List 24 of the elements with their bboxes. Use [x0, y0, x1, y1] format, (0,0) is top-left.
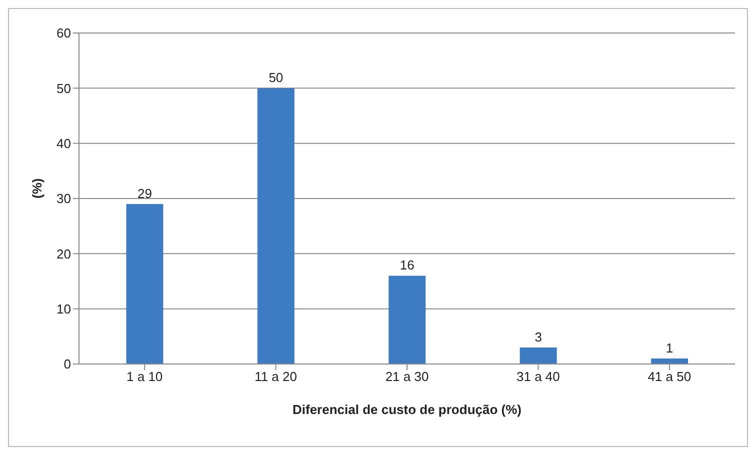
x-tick-label: 11 a 20: [254, 369, 298, 384]
data-label: 16: [400, 258, 414, 273]
data-label: 29: [138, 186, 152, 202]
x-axis-title: Diferencial de custo de produção (%): [292, 402, 522, 417]
x-tick-label: 41 a 50: [648, 369, 692, 384]
y-tick-label: 50: [56, 80, 71, 96]
bar: [126, 204, 164, 364]
bar: [520, 347, 557, 364]
data-label: 50: [268, 70, 284, 86]
x-tick-label: 21 a 30: [385, 369, 429, 384]
y-axis-title: (%): [30, 178, 45, 198]
y-tick-label: 0: [64, 356, 71, 372]
y-tick-label: 30: [56, 191, 71, 206]
data-label: 1: [666, 340, 674, 356]
y-tick-label: 10: [56, 301, 71, 316]
data-label: 3: [534, 329, 542, 344]
bar: [388, 276, 426, 364]
bar: [257, 88, 294, 364]
y-tick-label: 60: [56, 26, 71, 41]
y-tick-label: 40: [56, 136, 71, 151]
x-tick-label: 1 a 10: [126, 369, 163, 384]
x-tick-label: 31 a 40: [516, 369, 560, 384]
bar: [651, 358, 688, 364]
y-tick-label: 20: [56, 246, 71, 262]
